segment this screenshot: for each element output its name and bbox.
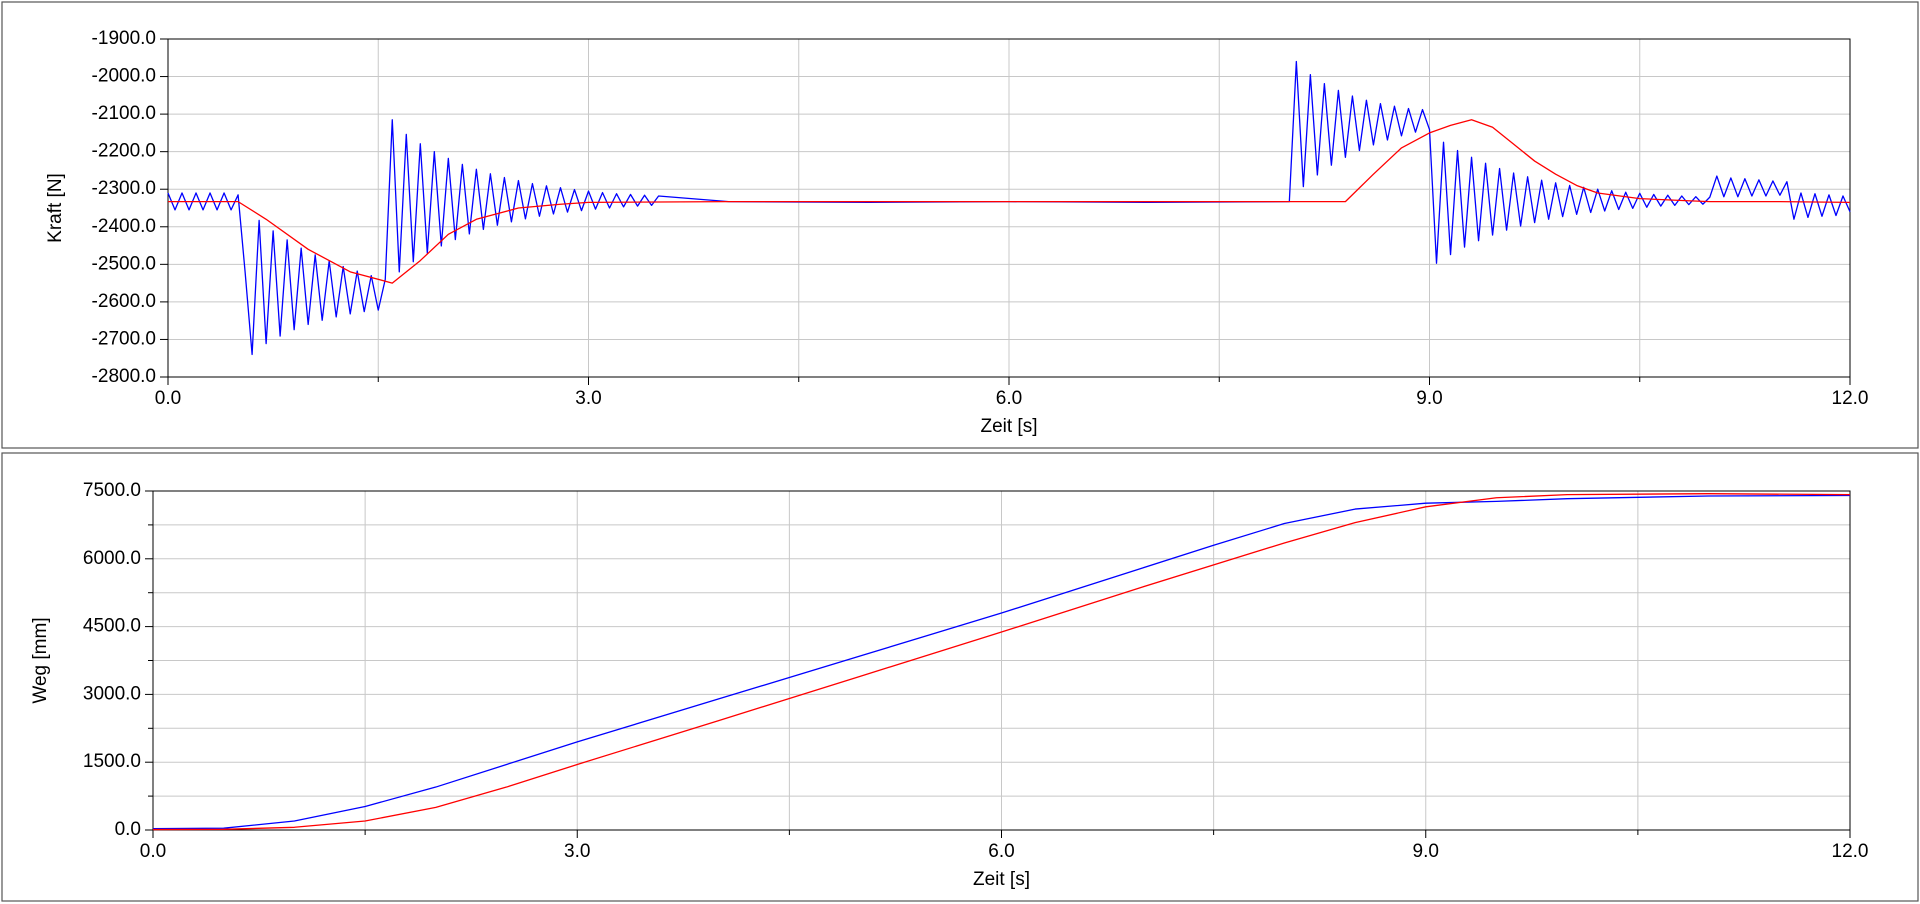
x-tick-label: 0.0 (155, 388, 181, 409)
panel-border (1, 1, 1919, 449)
y-tick-label: 3000.0 (83, 683, 141, 704)
y-tick-label: -2700.0 (92, 328, 156, 349)
plot-frame (167, 38, 1851, 378)
y-tick-label: -1900.0 (92, 28, 156, 49)
x-tick-label: 6.0 (996, 388, 1022, 409)
x-tick-label: 6.0 (988, 841, 1014, 862)
plot-frame (152, 490, 1851, 831)
x-tick-label: 12.0 (1832, 388, 1869, 409)
y-tick-label: -2800.0 (92, 366, 156, 387)
y-tick-label: 4500.0 (83, 616, 141, 637)
y-tick-label: -2600.0 (92, 291, 156, 312)
y-tick-label: -2200.0 (92, 141, 156, 162)
x-axis-label: Zeit [s] (973, 869, 1030, 890)
series-line (167, 60, 1851, 356)
series-line (168, 119, 1851, 284)
y-tick-label: -2500.0 (92, 253, 156, 274)
x-tick-label: 9.0 (1416, 388, 1442, 409)
x-tick-label: 0.0 (140, 841, 166, 862)
y-tick-label: -2100.0 (92, 103, 156, 124)
y-axis-label: Kraft [N] (45, 173, 66, 243)
y-tick-label: 0.0 (115, 819, 141, 840)
series-line (152, 494, 1851, 830)
y-tick-label: 1500.0 (83, 751, 141, 772)
x-tick-label: 12.0 (1832, 841, 1869, 862)
y-axis-label: Weg [mm] (30, 617, 51, 703)
y-tick-label: -2400.0 (92, 216, 156, 237)
x-axis-label: Zeit [s] (980, 416, 1037, 437)
x-tick-label: 3.0 (564, 841, 590, 862)
y-tick-label: -2000.0 (92, 66, 156, 87)
y-tick-label: 6000.0 (83, 548, 141, 569)
series-line (152, 493, 1851, 831)
y-tick-label: 7500.0 (83, 480, 141, 501)
x-tick-label: 9.0 (1413, 841, 1439, 862)
x-tick-label: 3.0 (575, 388, 601, 409)
y-tick-label: -2300.0 (92, 178, 156, 199)
panel-border (1, 452, 1919, 902)
